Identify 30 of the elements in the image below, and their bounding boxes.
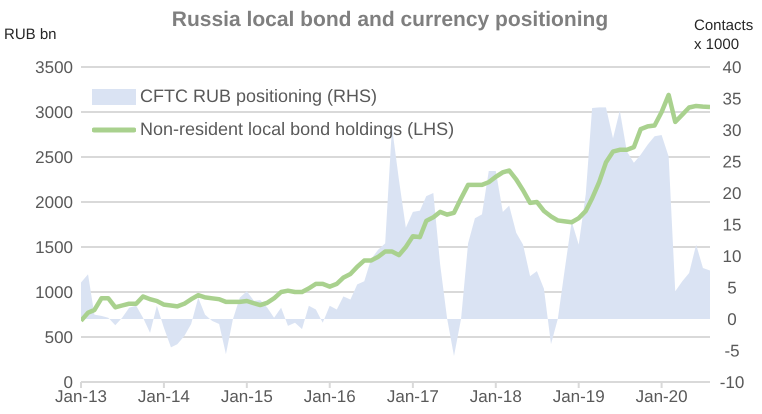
y2-tick-label: 30 — [722, 121, 742, 140]
chart-title: Russia local bond and currency positioning — [170, 8, 610, 32]
y2-tick-label: 10 — [722, 247, 742, 266]
y-axis-title: RUB bn — [4, 26, 57, 43]
y2-tick-label: 20 — [722, 184, 742, 204]
x-tick-label: Jan-16 — [304, 387, 356, 406]
y2-tick-label: 5 — [727, 278, 737, 298]
y-tick-label: 2000 — [35, 193, 73, 212]
y2-tick-label: 40 — [722, 58, 742, 78]
x-tick-label: Jan-15 — [220, 387, 273, 406]
y2-axis-title: Contacts x 1000 — [694, 16, 754, 54]
y2-tick-label: -10 — [720, 373, 744, 392]
y2-tick-label: -5 — [724, 342, 740, 361]
y2-tick-label: 0 — [727, 310, 737, 330]
y-tick-label: 2500 — [35, 148, 73, 168]
y2-tick-label: 25 — [722, 152, 742, 172]
y-tick-label: 3500 — [35, 58, 73, 78]
legend-label: Non-resident local bond holdings (LHS) — [140, 119, 454, 140]
x-tick-label: Jan-17 — [386, 387, 439, 406]
y2-tick-label: 35 — [722, 90, 742, 109]
y-tick-label: 1000 — [35, 283, 73, 302]
x-tick-label: Jan-19 — [552, 387, 605, 406]
x-tick-label: Jan-20 — [636, 387, 688, 406]
x-tick-label: Jan-18 — [470, 387, 522, 406]
y2-tick-label: 15 — [722, 216, 742, 235]
x-tick-label: Jan-14 — [138, 387, 190, 406]
legend-label: CFTC RUB positioning (RHS) — [140, 86, 378, 107]
y-tick-label: 500 — [44, 328, 73, 348]
y-tick-label: 3000 — [35, 103, 73, 122]
y-tick-label: 1500 — [35, 238, 73, 258]
